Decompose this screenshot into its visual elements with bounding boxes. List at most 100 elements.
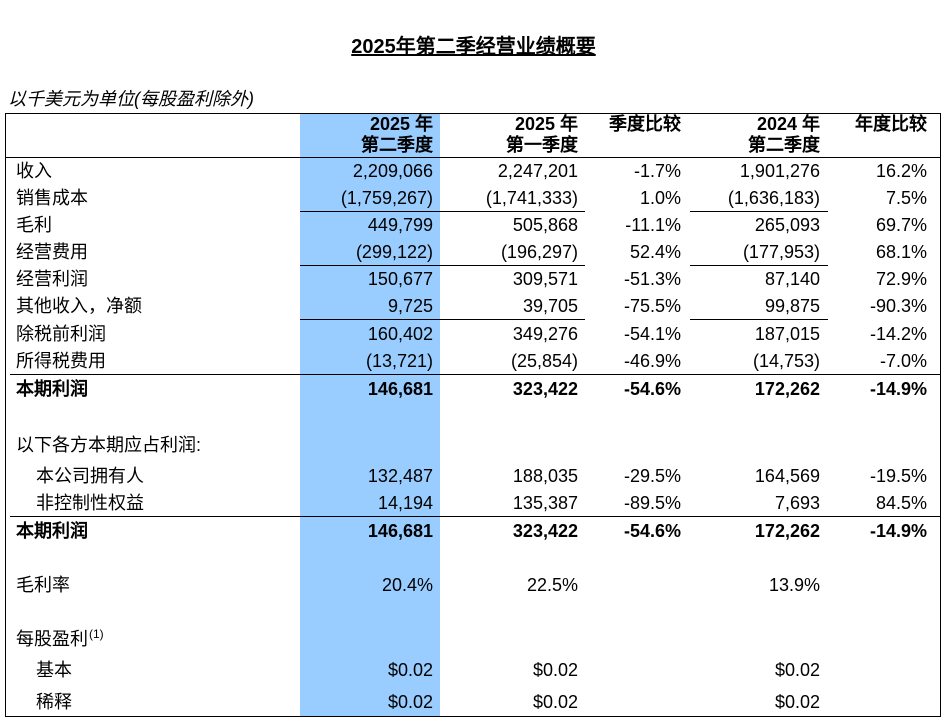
row-label: 除税前利润 [16, 324, 106, 344]
column-header: 2025 年 [514, 114, 578, 134]
cell-value: 146,681 [367, 521, 433, 541]
subtitle: 以千美元为单位(每股盈利除外) [8, 89, 254, 109]
cell-value: (299,122) [355, 242, 433, 262]
row-label: 本公司拥有人 [36, 466, 144, 486]
cell-value: 1.0% [639, 188, 681, 208]
row-label: 非控制性权益 [36, 493, 144, 513]
row-label: 其他收入，净额 [16, 296, 142, 316]
row-label: 毛利率 [16, 575, 70, 595]
cell-value: $0.02 [387, 692, 433, 712]
cell-value: 349,276 [512, 324, 578, 344]
row-label: 所得税费用 [16, 351, 106, 371]
header-rule [5, 157, 940, 158]
cell-value: (25,854) [510, 351, 578, 371]
column-header: 年度比较 [855, 114, 927, 134]
cell-value: -14.9% [869, 379, 927, 399]
cell-value: 132,487 [367, 466, 433, 486]
row-label: 毛利 [16, 215, 52, 235]
cell-value: 69.7% [875, 215, 927, 235]
cell-value: 16.2% [875, 161, 927, 181]
column-header: 第二季度 [748, 135, 820, 155]
cell-value: -51.3% [623, 269, 681, 289]
subtotal-rule [690, 211, 828, 212]
cell-value: 309,571 [512, 269, 578, 289]
cell-value: (1,741,333) [485, 188, 578, 208]
subtotal-rule [300, 319, 440, 320]
column-header: 第一季度 [506, 135, 578, 155]
subtotal-rule [300, 211, 440, 212]
cell-value: 87,140 [764, 269, 820, 289]
cell-value: $0.02 [774, 660, 820, 680]
column-header: 2024 年 [756, 114, 820, 134]
cell-value: 188,035 [512, 466, 578, 486]
cell-value: 39,705 [522, 296, 578, 316]
cell-value: -7.0% [879, 351, 927, 371]
cell-value: -46.9% [623, 351, 681, 371]
cell-value: -90.3% [869, 296, 927, 316]
subtotal-rule [440, 265, 585, 266]
cell-value: -54.6% [623, 521, 681, 541]
cell-value: (177,953) [742, 242, 820, 262]
cell-value: 160,402 [367, 324, 433, 344]
cell-value: 164,569 [754, 466, 820, 486]
column-header: 2025 年 [369, 114, 433, 134]
subtotal-rule [690, 319, 828, 320]
cell-value: (1,636,183) [727, 188, 820, 208]
row-label: 稀释 [36, 692, 72, 712]
column-header: 第二季度 [361, 135, 433, 155]
row-label: 基本 [36, 660, 72, 680]
cell-value: -29.5% [623, 466, 681, 486]
cell-value: -54.6% [623, 379, 681, 399]
cell-value: -54.1% [623, 324, 681, 344]
cell-value: 9,725 [387, 296, 433, 316]
subtotal-rule [300, 265, 440, 266]
total-rule [10, 516, 940, 517]
cell-value: 323,422 [512, 379, 578, 399]
cell-value: 323,422 [512, 521, 578, 541]
cell-value: 187,015 [754, 324, 820, 344]
cell-value: -89.5% [623, 493, 681, 513]
cell-value: 172,262 [754, 379, 820, 399]
row-label: 经营费用 [16, 242, 88, 262]
cell-value: -1.7% [633, 161, 681, 181]
row-label: 本期利润 [16, 379, 88, 399]
cell-value: 99,875 [764, 296, 820, 316]
cell-value: 13.9% [768, 575, 820, 595]
row-label: 收入 [16, 161, 52, 181]
footnote-marker: (1) [89, 627, 104, 641]
subtotal-rule [440, 211, 585, 212]
cell-value: 2,209,066 [352, 161, 433, 181]
cell-value: -19.5% [869, 466, 927, 486]
cell-value: -14.9% [869, 521, 927, 541]
cell-value: 1,901,276 [739, 161, 820, 181]
cell-value: -14.2% [869, 324, 927, 344]
cell-value: 2,247,201 [497, 161, 578, 181]
row-label: 经营利润 [16, 269, 88, 289]
row-label: 本期利润 [16, 521, 88, 541]
cell-value: -75.5% [623, 296, 681, 316]
cell-value: 7,693 [774, 493, 820, 513]
cell-value: 135,387 [512, 493, 578, 513]
highlight-column [300, 113, 440, 716]
cell-value: $0.02 [532, 692, 578, 712]
cell-value: (1,759,267) [340, 188, 433, 208]
subtotal-rule [440, 319, 585, 320]
cell-value: -11.1% [625, 215, 681, 235]
cell-value: 505,868 [512, 215, 578, 235]
cell-value: 172,262 [754, 521, 820, 541]
total-rule [10, 374, 940, 375]
cell-value: 14,194 [377, 493, 433, 513]
row-label: 每股盈利 [16, 629, 88, 649]
cell-value: 22.5% [526, 575, 578, 595]
cell-value: $0.02 [532, 660, 578, 680]
cell-value: (13,721) [365, 351, 433, 371]
cell-value: 84.5% [875, 493, 927, 513]
cell-value: 449,799 [367, 215, 433, 235]
cell-value: 20.4% [381, 575, 433, 595]
cell-value: $0.02 [774, 692, 820, 712]
cell-value: (196,297) [500, 242, 578, 262]
table-frame [5, 113, 941, 717]
subtotal-rule [690, 265, 828, 266]
cell-value: 52.4% [629, 242, 681, 262]
